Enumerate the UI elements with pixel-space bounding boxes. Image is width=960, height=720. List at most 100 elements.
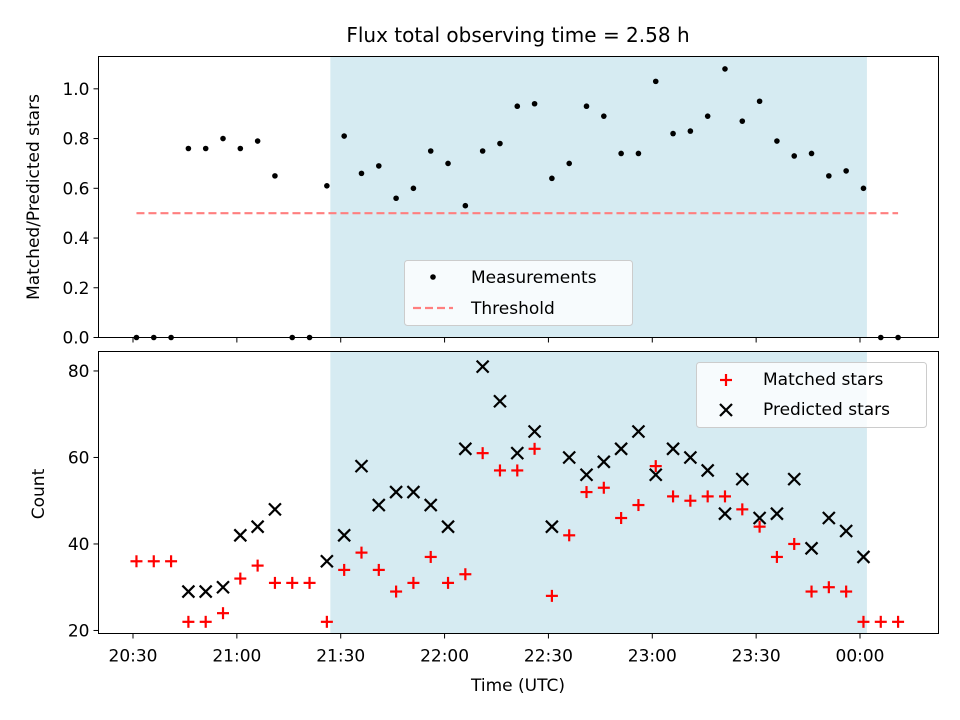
measurement-point <box>826 173 832 179</box>
measurement-point <box>774 138 780 144</box>
measurement-point <box>341 133 347 139</box>
y-tick-label: 0.2 <box>62 279 89 299</box>
predicted-star-point <box>406 485 421 499</box>
matched-star-point <box>165 555 178 568</box>
matched-star-point <box>545 589 558 602</box>
matched-star-point <box>442 576 455 589</box>
predicted-star-point <box>804 541 819 556</box>
matched-star-point <box>649 460 662 473</box>
measurement-point <box>652 78 659 85</box>
matched-star-point <box>892 615 905 628</box>
top-chart-title: Flux total observing time = 2.58 h <box>346 23 689 47</box>
legend-matched-marker <box>720 374 732 386</box>
measurement-point <box>272 173 278 179</box>
predicted-star-point <box>752 511 767 525</box>
matched-star-point <box>217 607 230 620</box>
matched-star-point <box>667 490 680 503</box>
matched-star-point <box>251 559 264 572</box>
predicted-star-point <box>354 459 369 473</box>
x-tick-label: 21:00 <box>212 647 261 667</box>
top-legend: Measurements Threshold <box>404 260 633 326</box>
predicted-star-point <box>458 442 473 456</box>
matched-star-point <box>407 576 420 589</box>
matched-star-point <box>476 447 489 460</box>
matched-star-point <box>234 572 247 585</box>
y-tick-label: 0.4 <box>62 229 89 249</box>
measurement-point <box>410 185 417 192</box>
measurement-point <box>185 145 192 152</box>
bottom-axes-frame <box>98 351 939 634</box>
predicted-star-point <box>389 485 403 499</box>
measurement-point <box>722 66 728 72</box>
predicted-star-point <box>423 498 438 512</box>
predicted-star-point <box>233 528 248 543</box>
matched-star-point <box>390 585 403 598</box>
measurement-point <box>202 145 209 152</box>
measurement-point <box>514 103 521 110</box>
legend-threshold-label: Threshold <box>470 299 555 319</box>
predicted-star-point <box>856 550 871 564</box>
measurement-point <box>393 195 399 202</box>
bottom-legend: Matched stars Predicted stars <box>696 362 927 428</box>
predicted-star-point <box>839 524 853 538</box>
y-tick-label: 60 <box>68 448 90 468</box>
matched-star-point <box>874 615 887 628</box>
matched-star-point <box>615 512 628 525</box>
predicted-star-point <box>666 442 680 456</box>
measurement-point <box>704 113 711 119</box>
measurement-point <box>237 145 244 152</box>
measurement-point <box>375 163 382 169</box>
x-tick-label: 21:30 <box>316 647 365 667</box>
predicted-star-point <box>493 394 507 409</box>
matched-star-point <box>718 490 731 503</box>
measurement-point <box>635 150 642 157</box>
predicted-star-point <box>181 584 196 599</box>
matched-star-point <box>528 442 541 455</box>
y-tick-label: 80 <box>68 362 90 382</box>
measurement-point <box>756 98 763 105</box>
predicted-star-point <box>735 472 750 486</box>
matched-star-point <box>320 615 333 628</box>
matched-star-point <box>822 581 835 594</box>
matched-star-point <box>511 464 524 477</box>
predicted-star-point <box>216 580 230 594</box>
x-tick-label: 00:00 <box>836 647 885 667</box>
matched-star-point <box>857 615 870 628</box>
predicted-star-point <box>683 450 698 465</box>
measurement-point <box>479 148 486 154</box>
matched-star-point <box>701 490 714 503</box>
measurement-point <box>739 118 746 124</box>
predicted-star-point <box>372 498 386 512</box>
bottom-x-ticks: 20:30 21:00 21:30 22:00 22:30 23:00 23:30 00:00 <box>109 633 885 667</box>
y-tick-label: 40 <box>68 535 90 555</box>
predicted-star-point <box>527 424 542 439</box>
top-panel: 0.0 0.2 0.4 0.6 0.8 1.0 Flux total observing … <box>24 23 939 349</box>
predicted-star-point <box>631 424 646 439</box>
predicted-star-point <box>718 506 732 521</box>
matched-star-point <box>805 585 818 598</box>
measurement-point <box>445 160 451 167</box>
x-tick-label: 23:30 <box>732 647 781 667</box>
matched-star-point <box>199 615 212 628</box>
matched-star-point <box>459 568 472 581</box>
predicted-star-point <box>787 472 802 486</box>
measurement-point <box>670 130 676 137</box>
predicted-star-point <box>510 446 525 460</box>
predicted-star-point <box>250 519 265 534</box>
measurement-point <box>566 160 572 167</box>
x-tick-label: 20:30 <box>109 647 158 667</box>
predicted-star-point <box>337 528 351 543</box>
top-y-axis-label: Matched/Predicted stars <box>24 94 44 300</box>
predicted-star-point <box>614 442 628 456</box>
predicted-star-point <box>475 359 490 374</box>
matched-star-point <box>268 576 281 589</box>
bottom-legend-box <box>696 362 927 428</box>
measurement-point <box>497 140 503 147</box>
measurement-point <box>427 148 434 154</box>
matched-star-point <box>182 615 195 628</box>
measurement-point <box>358 170 365 177</box>
matched-star-point <box>493 464 506 477</box>
predicted-star-point <box>268 502 282 517</box>
matched-star-point <box>632 499 645 512</box>
